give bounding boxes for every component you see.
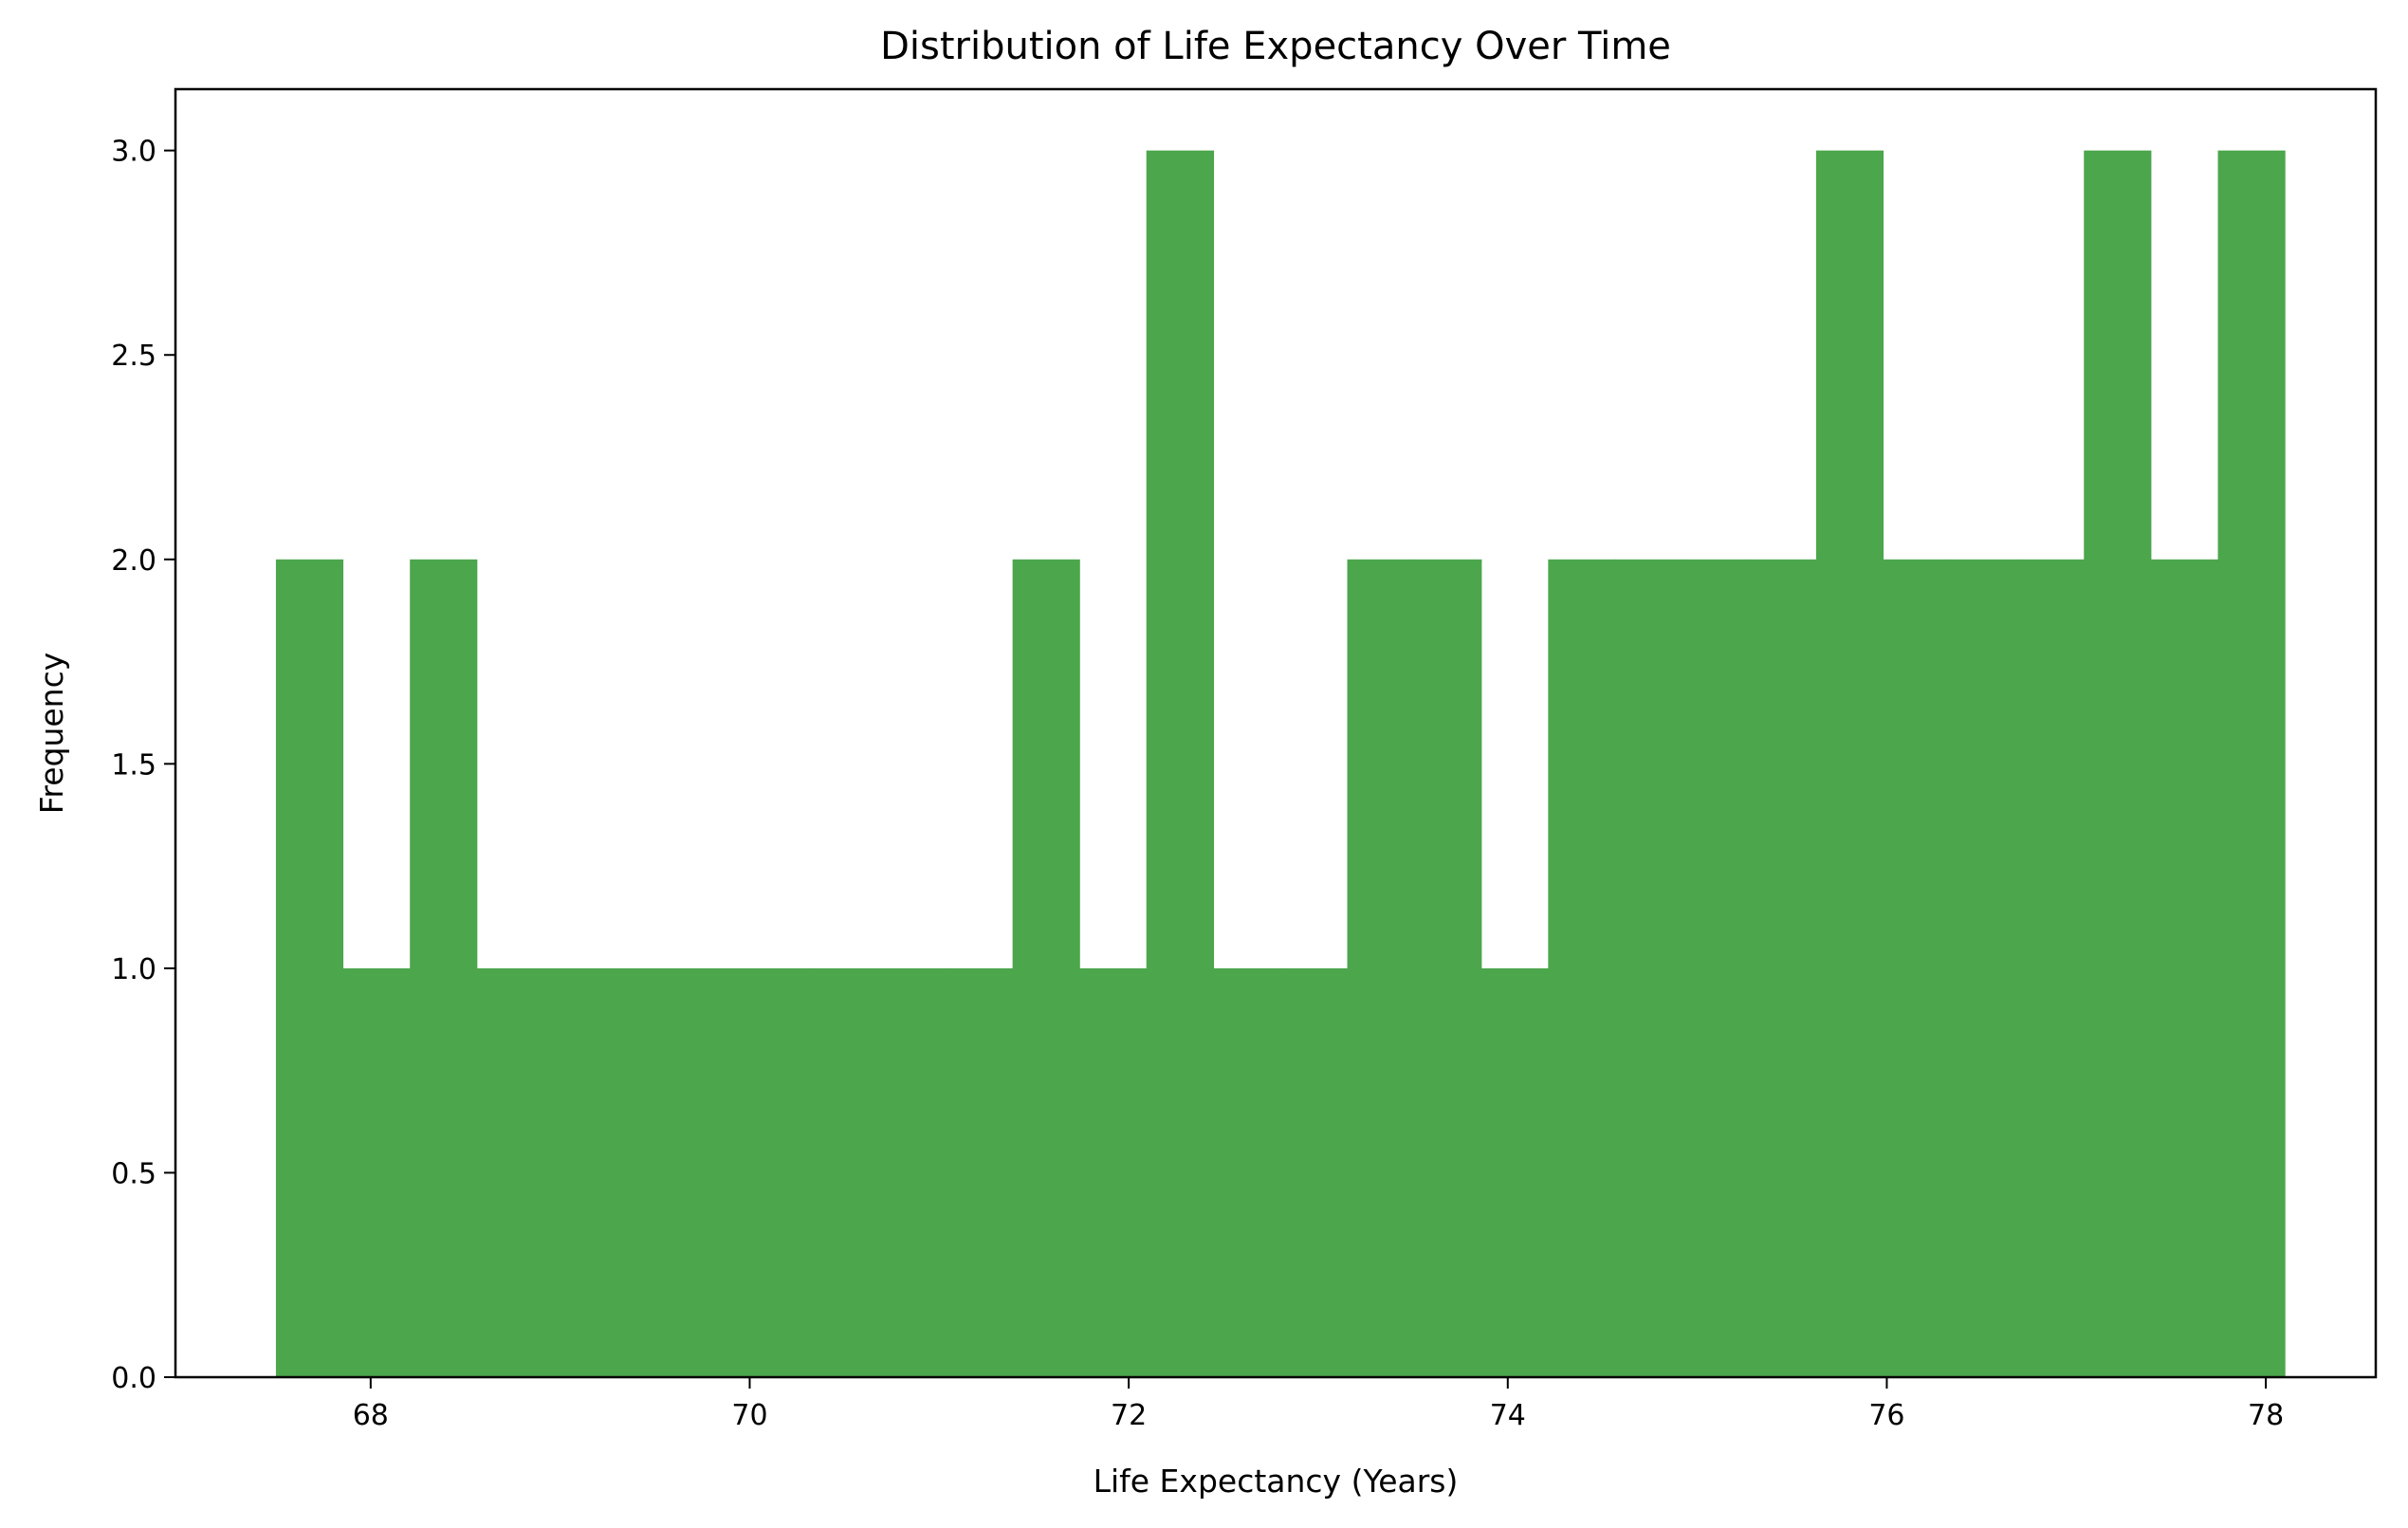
histogram-bar <box>1949 559 2018 1377</box>
histogram-bar <box>1279 967 1349 1377</box>
histogram-bar <box>1146 150 1215 1378</box>
histogram-bar <box>677 967 745 1377</box>
histogram-bar <box>476 967 544 1377</box>
histogram-bar <box>1682 559 1750 1377</box>
x-tick-label: 68 <box>353 1399 389 1432</box>
histogram-bar <box>744 967 813 1377</box>
x-tick-label: 78 <box>2248 1399 2284 1432</box>
y-tick-label: 2.5 <box>111 340 156 373</box>
histogram-bar <box>1347 559 1415 1377</box>
histogram-bar <box>1213 967 1281 1377</box>
histogram-bar <box>2016 559 2085 1377</box>
y-tick-label: 2.0 <box>111 544 156 578</box>
histogram-bar <box>811 967 879 1377</box>
histogram-bar <box>410 559 478 1377</box>
x-tick-label: 72 <box>1111 1399 1147 1432</box>
histogram-bar <box>275 559 344 1377</box>
y-tick-label: 1.0 <box>111 953 156 986</box>
histogram-bar <box>2217 150 2286 1378</box>
histogram-bar <box>2084 150 2152 1378</box>
histogram-bar <box>945 967 1014 1377</box>
histogram-bar <box>1012 559 1080 1377</box>
histogram-bar <box>1615 559 1683 1377</box>
y-axis-ticks: 0.0 0.5 1.0 1.5 2.0 2.5 3.0 <box>111 136 175 1395</box>
histogram-bar <box>1815 150 1884 1378</box>
histogram-bar <box>1079 967 1148 1377</box>
histogram-bar <box>543 967 612 1377</box>
histogram-bar <box>1749 559 1817 1377</box>
histogram-bar <box>342 967 411 1377</box>
x-axis-ticks: 68 70 72 74 76 78 <box>353 1377 2284 1432</box>
y-tick-label: 3.0 <box>111 136 156 169</box>
histogram-bars <box>275 150 2286 1378</box>
chart-title: Distribution of Life Expectancy Over Tim… <box>880 25 1671 68</box>
histogram-bar <box>2150 559 2219 1377</box>
histogram-bar <box>1414 559 1482 1377</box>
y-tick-label: 0.5 <box>111 1157 156 1190</box>
histogram-bar <box>1548 559 1616 1377</box>
x-tick-label: 70 <box>731 1399 767 1432</box>
x-tick-label: 74 <box>1490 1399 1526 1432</box>
histogram-bar <box>1480 967 1549 1377</box>
y-tick-label: 0.0 <box>111 1362 156 1395</box>
histogram-bar <box>611 967 679 1377</box>
y-tick-label: 1.5 <box>111 748 156 782</box>
x-tick-label: 76 <box>1868 1399 1904 1432</box>
x-axis-label: Life Expectancy (Years) <box>1094 1463 1459 1500</box>
histogram-bar <box>878 967 947 1377</box>
y-axis-label: Frequency <box>33 653 70 814</box>
plot-frame <box>174 87 2378 1379</box>
histogram-bar <box>1883 559 1951 1377</box>
